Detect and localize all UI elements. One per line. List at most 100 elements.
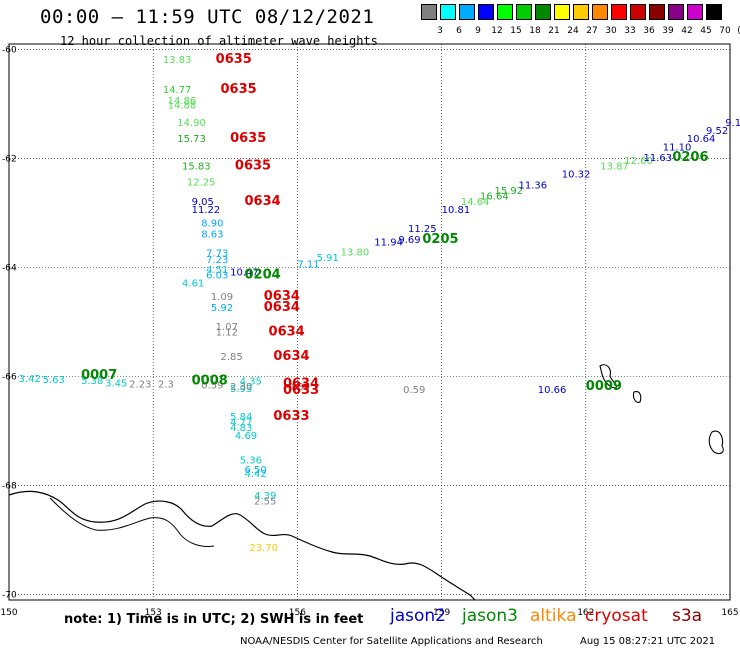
satellite-label-jason3: jason3 — [462, 606, 518, 626]
colorbar-label: 18 — [529, 26, 541, 36]
x-tick-label: 156 — [289, 608, 306, 618]
colorbar-label: 27 — [586, 26, 598, 36]
colorbar-swatch — [668, 4, 684, 20]
track-time-label: 0204 — [245, 267, 281, 282]
wave-height-value: 0.59 — [201, 381, 223, 392]
wave-height-value: 9.52 — [706, 126, 728, 137]
wave-height-value: 11.25 — [408, 224, 437, 235]
wave-height-value: 14.86 — [168, 96, 197, 107]
island — [632, 391, 642, 403]
wave-height-value: 2.23 — [129, 379, 151, 390]
page-title: 00:00 – 11:59 UTC 08/12/2021 — [40, 6, 375, 28]
wave-height-value: 4.61 — [182, 279, 204, 290]
colorbar-swatch — [706, 4, 722, 20]
y-tick-label: -62 — [2, 154, 17, 164]
wave-height-value: 4.35 — [240, 377, 262, 388]
wave-height-value: 2.3 — [158, 379, 174, 390]
track-time-label: 0008 — [192, 374, 228, 389]
wave-height-value: 13.80 — [341, 247, 370, 258]
wave-height-value: 10.32 — [562, 170, 591, 181]
wave-height-value: 2.55 — [254, 497, 276, 508]
colorbar-swatch — [516, 4, 532, 20]
x-tick-label: 162 — [577, 608, 594, 618]
colorbar-swatch — [592, 4, 608, 20]
wave-height-value: 8.63 — [201, 230, 223, 241]
colorbar-swatch — [421, 4, 437, 20]
x-tick-label: 159 — [433, 608, 450, 618]
track-time-label: 0009 — [586, 379, 622, 394]
colorbar-swatch — [611, 4, 627, 20]
wave-height-value: 11.22 — [192, 205, 221, 216]
track-time-label: 0007 — [81, 368, 117, 383]
wave-height-value: 15.73 — [177, 134, 206, 145]
track-time-label: 0634 — [245, 194, 281, 209]
wave-height-value: 3.45 — [105, 378, 127, 389]
wave-height-value: 15.83 — [182, 161, 211, 172]
wave-height-value: 1.09 — [211, 292, 233, 303]
wave-height-value: 1.07 — [216, 322, 238, 333]
colorbar-swatch — [535, 4, 551, 20]
wave-height-value: 11.10 — [663, 142, 692, 153]
wave-height-value: 4.83 — [230, 423, 252, 434]
map-frame — [8, 43, 731, 601]
wave-height-value: 9.69 — [398, 235, 420, 246]
wave-height-value: 8.90 — [201, 219, 223, 230]
coastline-inner — [49, 497, 215, 547]
colorbar-swatch — [687, 4, 703, 20]
y-tick-label: -68 — [2, 482, 17, 492]
wave-height-value: 7.73 — [206, 249, 228, 260]
wave-height-value: 5.92 — [211, 303, 233, 314]
wave-height-value: 5.84 — [230, 412, 252, 423]
wave-height-value: 9.05 — [192, 197, 214, 208]
wave-height-value: 2.30 — [230, 382, 252, 393]
wave-height-value: 0.89 — [288, 382, 310, 393]
wave-height-value: 5.63 — [43, 375, 65, 386]
colorbar-label: 9 — [475, 26, 481, 36]
wave-height-value: 1.12 — [216, 328, 238, 339]
track-time-label: 0635 — [235, 158, 271, 173]
wave-height-value: 5.38 — [81, 376, 103, 387]
x-tick-label: 153 — [145, 608, 162, 618]
track-time-label: 0205 — [422, 232, 458, 247]
wave-height-value: 15.92 — [494, 186, 523, 197]
wave-height-value: 10.47 — [230, 268, 259, 279]
colorbar-label: 70 — [719, 26, 731, 36]
satellite-label-jason2: jason2 — [390, 606, 446, 626]
wave-height-value: 10.64 — [687, 134, 716, 145]
colorbar-label: (ft) — [732, 26, 740, 36]
wave-height-value: 14.77 — [163, 85, 192, 96]
wave-height-value: 16.64 — [480, 191, 509, 202]
wave-height-value: 0.59 — [403, 385, 425, 396]
wave-height-value: 4.42 — [245, 469, 267, 480]
wave-height-value: 4.39 — [254, 491, 276, 502]
wave-height-value: 10.66 — [538, 385, 567, 396]
wave-height-value: 12.25 — [187, 178, 216, 189]
wave-height-value: 12.60 — [624, 156, 653, 167]
colorbar-swatch — [554, 4, 570, 20]
x-tick-label: 150 — [0, 608, 17, 618]
wave-height-value: 4.69 — [235, 431, 257, 442]
wave-height-value: 2.85 — [220, 352, 242, 363]
colorbar-label: 39 — [662, 26, 674, 36]
wave-height-value: 3.42 — [19, 374, 41, 385]
wave-height-value: 7.11 — [297, 259, 319, 270]
colorbar-label: 33 — [624, 26, 636, 36]
wave-height-value: 14.64 — [461, 197, 490, 208]
wave-height-value: 10.81 — [442, 205, 471, 216]
wave-height-value: 11.63 — [643, 153, 672, 164]
y-tick-label: -70 — [2, 591, 17, 601]
track-time-label: 0634 — [264, 289, 300, 304]
track-time-label: 0635 — [230, 131, 266, 146]
colorbar-label: 42 — [681, 26, 693, 36]
satellite-label-altika: altika — [530, 606, 577, 626]
wave-height-value: 6.50 — [245, 465, 267, 476]
colorbar-label: 6 — [456, 26, 462, 36]
track-time-label: 0633 — [273, 409, 309, 424]
track-time-label: 0634 — [269, 325, 305, 340]
wave-height-value: 4.77 — [230, 418, 252, 429]
colorbar-label: 45 — [700, 26, 712, 36]
colorbar-swatch — [630, 4, 646, 20]
satellite-label-cryosat: cryosat — [585, 606, 648, 626]
credit-text: NOAA/NESDIS Center for Satellite Applica… — [240, 636, 543, 647]
